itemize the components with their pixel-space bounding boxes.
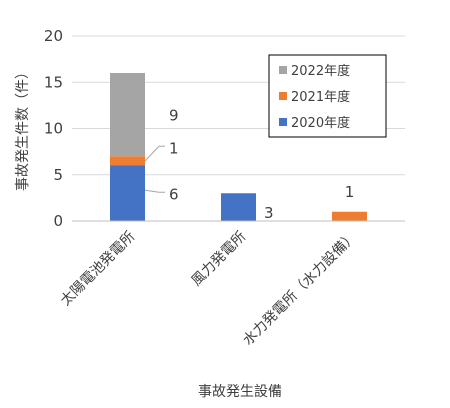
legend-label-2021: 2021年度 <box>291 89 350 105</box>
y-tick-label: 5 <box>53 166 63 184</box>
y-tick-label: 0 <box>53 212 63 230</box>
leader-line <box>144 189 165 193</box>
bars <box>110 73 367 221</box>
x-category-label: 太陽電池発電所 <box>58 229 139 310</box>
x-axis-title: 事故発生設備 <box>198 384 282 400</box>
y-tick-label: 10 <box>44 120 63 138</box>
x-axis-categories: 太陽電池発電所 風力発電所 水力発電所（水力設備） <box>58 229 361 349</box>
bar-segment <box>110 156 145 166</box>
data-label: 1 <box>345 183 355 201</box>
legend-swatch-2021 <box>279 92 287 100</box>
data-label: 1 <box>169 139 179 157</box>
data-label: 9 <box>169 107 179 125</box>
legend-label-2022: 2022年度 <box>291 63 350 79</box>
y-tick-label: 20 <box>44 27 63 45</box>
data-label: 3 <box>264 204 274 222</box>
legend-label-2020: 2020年度 <box>291 115 350 131</box>
legend-box <box>268 54 387 138</box>
label-leader-lines <box>144 145 165 193</box>
bar-segment <box>110 73 145 157</box>
x-category-label: 風力発電所 <box>189 229 250 290</box>
legend: 2022年度 2021年度 2020年度 <box>268 54 387 138</box>
data-labels: 6 1 9 3 1 <box>169 107 354 223</box>
bar-segment <box>332 211 367 221</box>
x-category-label: 水力発電所（水力設備） <box>240 229 360 349</box>
leader-line <box>144 145 165 162</box>
legend-swatch-2022 <box>279 66 287 74</box>
y-axis-title: 事故発生件数（件） <box>15 65 31 191</box>
legend-swatch-2020 <box>279 118 287 126</box>
y-axis-ticks: 0 5 10 15 20 <box>44 27 63 230</box>
bar-segment <box>110 165 145 221</box>
data-label: 6 <box>169 185 179 203</box>
y-tick-label: 15 <box>44 73 63 91</box>
bar-segment <box>221 193 256 221</box>
